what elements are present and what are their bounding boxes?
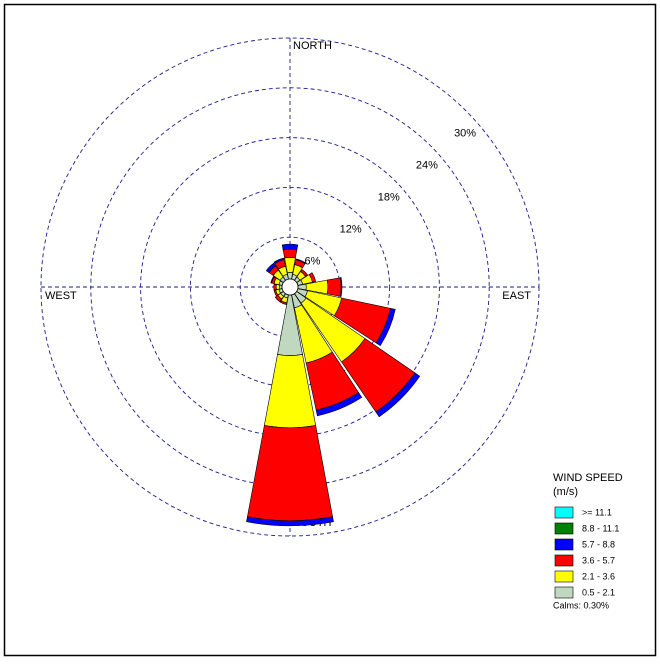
legend-label: 5.7 - 8.8 <box>582 539 615 549</box>
ring-label: 6% <box>305 255 321 267</box>
wedge <box>273 289 279 297</box>
compass-label: NORTH <box>293 40 332 52</box>
legend-label: 2.1 - 3.6 <box>582 571 615 581</box>
wedge <box>265 262 277 274</box>
legend-swatch <box>554 554 574 567</box>
wedge <box>246 516 334 526</box>
wedge <box>270 275 275 284</box>
ring-label: 24% <box>416 159 438 171</box>
legend-swatch <box>554 586 574 599</box>
compass-label: EAST <box>502 290 531 302</box>
wedge <box>375 372 421 418</box>
wedge <box>275 284 281 290</box>
legend-subtitle: (m/s) <box>553 486 578 498</box>
wedge <box>326 277 342 297</box>
legend-label: 8.8 - 11.1 <box>582 523 619 533</box>
wedge <box>308 272 317 283</box>
calms-label: Calms: 0.30% <box>553 600 609 610</box>
legend-label: 0.5 - 2.1 <box>582 587 615 597</box>
legend-swatch <box>554 506 574 519</box>
legend-swatch <box>554 570 574 583</box>
wedge <box>315 392 363 417</box>
wedge <box>273 257 285 264</box>
legend-label: 3.6 - 5.7 <box>582 555 615 565</box>
wedge <box>273 283 277 291</box>
wedge <box>274 294 283 303</box>
ring-label: 12% <box>340 223 362 235</box>
legend-title: WIND SPEED <box>553 472 623 484</box>
bars <box>246 243 421 526</box>
legend-swatch <box>554 538 574 551</box>
wedge <box>375 307 396 347</box>
wedge <box>300 269 308 277</box>
legend: WIND SPEED (m/s) Calms: 0.30% >= 11.1 8.8… <box>553 472 623 610</box>
wedge <box>279 300 287 305</box>
compass-label: WEST <box>45 290 77 302</box>
wedge <box>339 277 343 297</box>
legend-swatch <box>554 522 574 535</box>
ring-label: 18% <box>378 191 400 203</box>
legend-label: >= 11.1 <box>582 507 612 517</box>
calm-circle <box>281 278 299 296</box>
ring-label: 30% <box>454 127 476 139</box>
wedge <box>281 243 299 251</box>
wedge <box>295 258 307 264</box>
wedge <box>282 248 298 259</box>
